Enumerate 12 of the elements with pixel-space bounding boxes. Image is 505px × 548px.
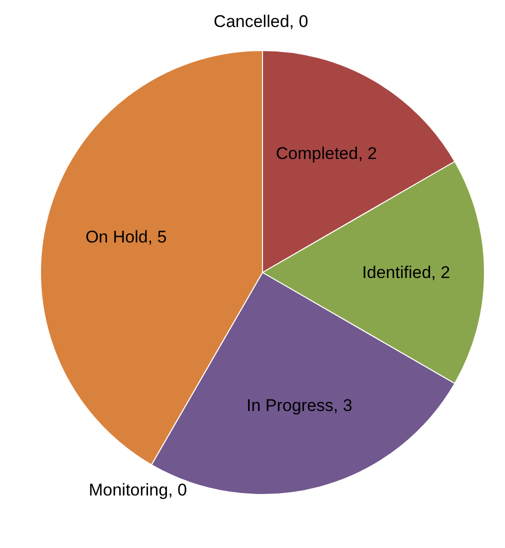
category-label: Cancelled — [214, 12, 290, 32]
slice-label: Identified — [362, 263, 432, 282]
slice-label: In Progress — [246, 396, 334, 415]
text: , 0 — [168, 480, 187, 500]
text: , 0 — [289, 12, 308, 32]
data-label: , 2 — [358, 144, 377, 163]
category-label: Monitoring — [88, 480, 168, 500]
data-label: , 3 — [333, 396, 352, 415]
slice-label: On Hold — [85, 227, 148, 246]
data-label: , 5 — [148, 227, 167, 246]
slice-label: Completed — [276, 144, 358, 163]
data-label: , 2 — [431, 263, 450, 282]
